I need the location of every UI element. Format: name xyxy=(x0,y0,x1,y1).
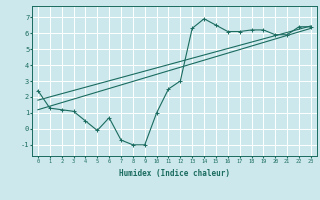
X-axis label: Humidex (Indice chaleur): Humidex (Indice chaleur) xyxy=(119,169,230,178)
